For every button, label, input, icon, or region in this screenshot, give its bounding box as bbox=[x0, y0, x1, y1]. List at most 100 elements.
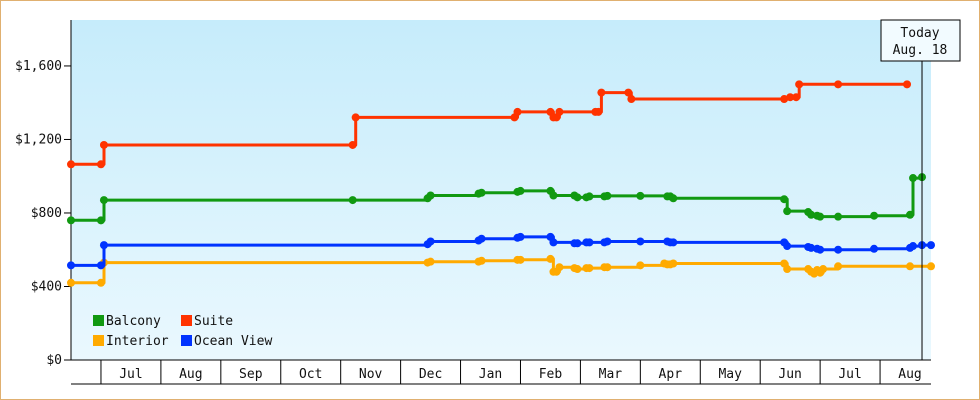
legend-swatch-ocean-view bbox=[181, 335, 192, 346]
data-point-interior bbox=[585, 264, 594, 273]
data-point-ocean-view bbox=[816, 245, 825, 254]
legend-label-interior: Interior bbox=[106, 334, 169, 349]
data-point-ocean-view bbox=[603, 237, 612, 246]
data-point-suite bbox=[99, 140, 108, 149]
data-point-balcony bbox=[603, 191, 612, 200]
x-tick-label: Dec bbox=[419, 367, 442, 382]
data-point-ocean-view bbox=[573, 239, 582, 248]
legend-label-balcony: Balcony bbox=[106, 314, 161, 329]
data-point-interior bbox=[834, 262, 843, 271]
x-tick-label: Aug bbox=[179, 367, 202, 382]
data-point-suite bbox=[348, 140, 357, 149]
data-point-suite bbox=[627, 95, 636, 104]
data-point-suite bbox=[624, 88, 633, 97]
data-point-balcony bbox=[783, 207, 792, 216]
data-point-ocean-view bbox=[585, 238, 594, 247]
data-point-suite bbox=[555, 107, 564, 116]
plot-area bbox=[71, 20, 931, 360]
legend-swatch-balcony bbox=[93, 315, 104, 326]
x-tick-label: Aug bbox=[898, 367, 921, 382]
data-point-ocean-view bbox=[870, 244, 879, 253]
legend: Balcony Suite Interior Ocean View bbox=[93, 314, 272, 349]
data-point-suite bbox=[351, 113, 360, 122]
data-point-balcony bbox=[67, 216, 75, 225]
x-tick-label: May bbox=[718, 367, 742, 382]
data-point-balcony bbox=[99, 196, 108, 205]
data-point-balcony bbox=[549, 191, 558, 200]
today-marker: Today Aug. 18 bbox=[880, 19, 961, 360]
data-point-suite bbox=[513, 107, 522, 116]
x-tick-label: Jul bbox=[838, 367, 861, 382]
x-tick-label: Apr bbox=[659, 367, 683, 382]
data-point-balcony bbox=[780, 195, 789, 204]
data-point-interior bbox=[906, 262, 915, 271]
data-point-suite bbox=[96, 160, 105, 169]
data-point-balcony bbox=[585, 192, 594, 201]
data-point-interior bbox=[546, 254, 555, 263]
data-point-ocean-view bbox=[909, 242, 918, 251]
data-point-balcony bbox=[807, 210, 816, 219]
x-tick-label: Sep bbox=[239, 367, 263, 382]
x-tick-label: Nov bbox=[359, 367, 383, 382]
y-tick-label: $400 bbox=[31, 279, 62, 294]
data-point-interior bbox=[96, 278, 105, 287]
series-balcony bbox=[67, 173, 927, 225]
data-point-balcony bbox=[834, 212, 843, 221]
data-point-balcony bbox=[573, 193, 582, 202]
data-point-ocean-view bbox=[99, 241, 108, 250]
data-point-interior bbox=[67, 278, 75, 287]
x-tick-label: Jul bbox=[119, 367, 142, 382]
data-point-balcony bbox=[477, 188, 486, 197]
series-interior bbox=[67, 254, 935, 287]
data-point-interior bbox=[555, 263, 564, 272]
x-tick-label: Jun bbox=[778, 367, 801, 382]
data-point-ocean-view bbox=[927, 241, 935, 250]
data-point-ocean-view bbox=[516, 232, 525, 241]
data-point-balcony bbox=[348, 196, 357, 205]
legend-label-suite: Suite bbox=[194, 314, 233, 329]
today-date-label: Aug. 18 bbox=[893, 43, 948, 58]
data-point-balcony bbox=[870, 211, 879, 220]
data-point-suite bbox=[597, 88, 606, 97]
data-point-suite bbox=[67, 160, 75, 169]
data-point-suite bbox=[594, 107, 603, 116]
today-label: Today bbox=[900, 26, 939, 41]
x-tick-label: Feb bbox=[539, 367, 563, 382]
data-point-interior bbox=[477, 256, 486, 265]
legend-swatch-interior bbox=[93, 335, 104, 346]
y-tick-label: $0 bbox=[46, 353, 62, 368]
data-point-balcony bbox=[669, 194, 678, 203]
y-tick-label: $800 bbox=[31, 206, 62, 221]
data-point-balcony bbox=[816, 212, 825, 221]
data-point-balcony bbox=[636, 191, 645, 200]
y-tick-label: $1,200 bbox=[15, 132, 62, 147]
data-point-interior bbox=[573, 265, 582, 274]
data-point-interior bbox=[516, 255, 525, 264]
data-point-balcony bbox=[426, 191, 435, 200]
legend-label-ocean-view: Ocean View bbox=[194, 334, 272, 349]
data-point-ocean-view bbox=[807, 243, 816, 252]
data-point-interior bbox=[819, 265, 828, 274]
x-tick-label: Jan bbox=[479, 367, 502, 382]
data-point-ocean-view bbox=[783, 242, 792, 251]
data-point-suite bbox=[786, 93, 795, 102]
series-ocean-view bbox=[67, 232, 935, 270]
x-tick-label: Mar bbox=[599, 367, 623, 382]
data-point-ocean-view bbox=[67, 261, 75, 270]
data-point-interior bbox=[426, 257, 435, 266]
data-point-interior bbox=[669, 259, 678, 268]
data-point-interior bbox=[783, 265, 792, 274]
data-point-suite bbox=[834, 80, 843, 89]
data-point-ocean-view bbox=[636, 237, 645, 246]
legend-swatch-suite bbox=[181, 315, 192, 326]
series-suite bbox=[67, 80, 912, 169]
data-point-interior bbox=[603, 263, 612, 272]
data-point-balcony bbox=[909, 174, 918, 183]
x-tick-label: Oct bbox=[299, 367, 322, 382]
data-point-ocean-view bbox=[477, 234, 486, 243]
data-point-ocean-view bbox=[834, 245, 843, 254]
data-point-balcony bbox=[906, 210, 915, 219]
data-point-ocean-view bbox=[669, 238, 678, 247]
data-point-interior bbox=[927, 262, 935, 271]
data-point-balcony bbox=[516, 186, 525, 195]
